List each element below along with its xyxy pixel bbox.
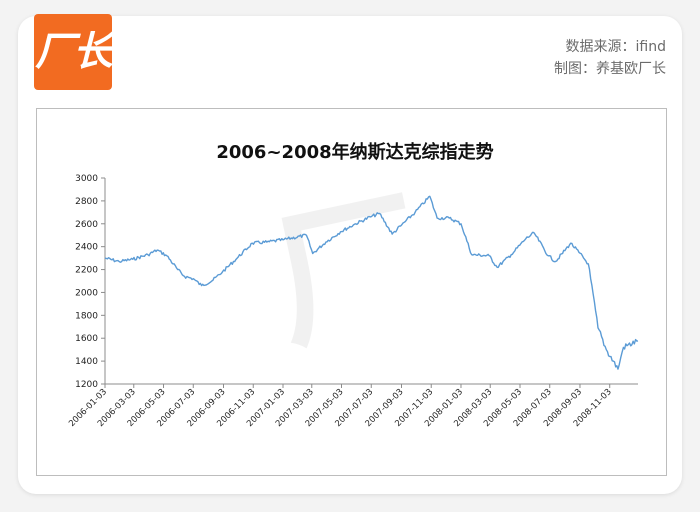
data-source-text: 数据来源：ifind	[565, 39, 666, 55]
y-tick-label: 3000	[75, 174, 98, 184]
series-line	[104, 195, 639, 370]
source-info: 数据来源：ifind 制图：养基欧厂长	[554, 36, 666, 80]
y-tick-label: 2600	[75, 220, 98, 230]
author-text: 制图：养基欧厂长	[554, 61, 666, 77]
y-tick-label: 1600	[75, 334, 98, 344]
y-tick-label: 1800	[75, 311, 98, 321]
chart-frame	[36, 108, 667, 476]
y-tick-label: 2200	[75, 266, 98, 276]
y-tick-label: 1200	[75, 380, 98, 390]
y-tick-label: 2800	[75, 197, 98, 207]
y-tick-label: 1400	[75, 357, 98, 367]
series-group	[104, 195, 639, 370]
y-tick-label: 2400	[75, 243, 98, 253]
logo: 厂长	[34, 14, 113, 90]
chart-title: 2006~2008年纳斯达克综指走势	[216, 141, 493, 163]
axes: 1200 1400 1600 1800 2000 2200 2400 2600 2800 3000…	[67, 174, 638, 429]
y-tick-label: 2000	[75, 288, 98, 298]
